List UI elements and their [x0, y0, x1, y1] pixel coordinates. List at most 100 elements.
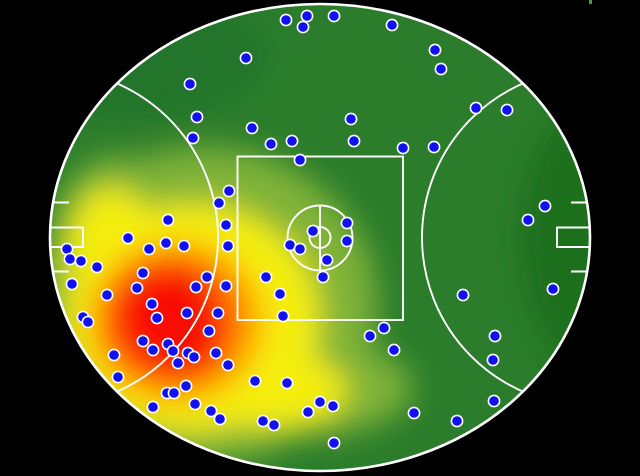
data-point-dot [212, 196, 226, 210]
data-point-dot [347, 134, 361, 148]
data-point-dot [279, 13, 293, 27]
data-point-dot [189, 280, 203, 294]
data-point-dot [320, 253, 334, 267]
data-point-dot [316, 270, 330, 284]
data-point-dot [177, 239, 191, 253]
data-point-dot [296, 20, 310, 34]
data-point-dot [81, 315, 95, 329]
data-point-dot [327, 436, 341, 450]
data-point-dot [188, 397, 202, 411]
data-point-dot [280, 376, 294, 390]
data-point-dot [146, 400, 160, 414]
data-point-dot [256, 414, 270, 428]
data-point-dot [161, 213, 175, 227]
data-point-dot [293, 242, 307, 256]
goal-square [556, 226, 590, 248]
data-point-dot [136, 266, 150, 280]
data-point-dot [145, 297, 159, 311]
data-point-dot [213, 412, 227, 426]
data-point-dot [521, 213, 535, 227]
data-point-dot [538, 199, 552, 213]
data-point-dot [326, 399, 340, 413]
data-point-dot [63, 252, 77, 266]
data-point-dot [159, 236, 173, 250]
data-point-dot [267, 418, 281, 432]
data-point-dot [245, 121, 259, 135]
data-point-dot [150, 311, 164, 325]
data-point-dot [387, 343, 401, 357]
centre-square [236, 155, 404, 321]
data-point-dot [221, 358, 235, 372]
data-point-dot [487, 394, 501, 408]
data-point-dot [239, 51, 253, 65]
data-point-dot [313, 395, 327, 409]
data-point-dot [136, 334, 150, 348]
data-point-dot [219, 279, 233, 293]
data-point-dot [276, 309, 290, 323]
data-point-dot [190, 110, 204, 124]
data-point-dot [264, 137, 278, 151]
data-point-dot [65, 277, 79, 291]
data-point-dot [500, 103, 514, 117]
data-point-dot [248, 374, 262, 388]
data-point-dot [293, 153, 307, 167]
data-point-dot [450, 414, 464, 428]
data-point-dot [90, 260, 104, 274]
data-point-dot [167, 386, 181, 400]
data-point-dot [363, 329, 377, 343]
data-point-dot [327, 9, 341, 23]
data-point-dot [211, 306, 225, 320]
data-point-dot [204, 404, 218, 418]
data-point-dot [407, 406, 421, 420]
data-point-dot [340, 216, 354, 230]
data-point-dot [179, 379, 193, 393]
data-point-dot [396, 141, 410, 155]
data-point-dot [306, 224, 320, 238]
data-point-dot [456, 288, 470, 302]
data-point-dot [385, 18, 399, 32]
data-point-dot [202, 324, 216, 338]
data-point-dot [107, 348, 121, 362]
data-point-dot [285, 134, 299, 148]
data-point-dot [142, 242, 156, 256]
data-point-dot [100, 288, 114, 302]
data-point-dot [180, 306, 194, 320]
data-point-dot [200, 270, 214, 284]
data-point-dot [219, 218, 233, 232]
data-point-dot [221, 239, 235, 253]
data-point-dot [273, 287, 287, 301]
data-point-dot [488, 329, 502, 343]
render-artifact [589, 0, 592, 4]
data-point-dot [186, 131, 200, 145]
data-point-dot [469, 101, 483, 115]
event-points [60, 9, 560, 450]
data-point-dot [300, 9, 314, 23]
field-boundary [48, 2, 592, 473]
data-point-dot [486, 353, 500, 367]
data-point-dot [111, 370, 125, 384]
data-point-dot [121, 231, 135, 245]
data-point-dot [340, 234, 354, 248]
data-point-dot [546, 282, 560, 296]
data-point-dot [301, 405, 315, 419]
data-point-dot [428, 43, 442, 57]
data-point-dot [166, 344, 180, 358]
data-point-dot [427, 140, 441, 154]
data-point-dot [171, 356, 185, 370]
data-point-dot [377, 321, 391, 335]
data-point-dot [209, 346, 223, 360]
data-point-dot [146, 343, 160, 357]
data-point-dot [222, 184, 236, 198]
data-point-dot [130, 281, 144, 295]
data-point-dot [259, 270, 273, 284]
field-markings [50, 68, 590, 407]
data-point-dot [344, 112, 358, 126]
data-point-dot [187, 350, 201, 364]
data-point-dot [74, 254, 88, 268]
data-point-dot [434, 62, 448, 76]
fifty-metre-arc [50, 68, 219, 407]
fifty-metre-arc [421, 68, 590, 407]
data-point-dot [183, 77, 197, 91]
